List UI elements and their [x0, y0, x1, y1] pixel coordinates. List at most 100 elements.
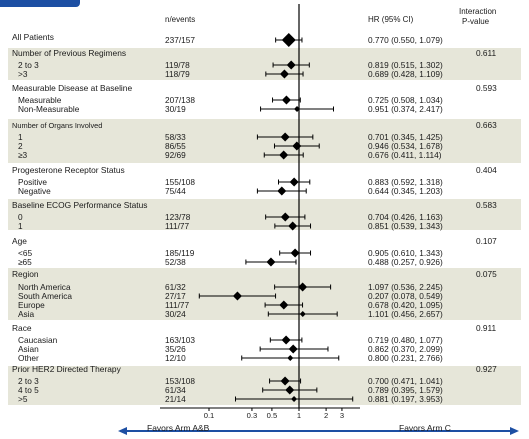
subgroup-label: 2	[18, 141, 23, 151]
events-value: 61/32	[165, 282, 186, 292]
events-value: 118/79	[165, 69, 190, 79]
group-label: Number of Organs Involved	[12, 121, 102, 130]
subgroup-label: ≥65	[18, 257, 32, 267]
group-label: All Patients	[12, 32, 54, 42]
events-value: 111/77	[165, 300, 190, 310]
group-label: Progesterone Receptor Status	[12, 165, 125, 175]
hr-ci-value: 0.946 (0.534, 1.678)	[368, 141, 443, 151]
slide-title-bar	[0, 0, 529, 10]
hr-marker	[279, 300, 289, 310]
x-tick-label: 0.1	[204, 411, 215, 420]
hr-ci-value: 0.689 (0.428, 1.109)	[368, 69, 443, 79]
group-label: Age	[12, 236, 27, 246]
hr-marker	[289, 177, 299, 187]
interaction-pvalue: 0.075	[476, 269, 497, 279]
hr-ci-value: 0.719 (0.480, 1.077)	[368, 335, 443, 345]
hr-ci-value: 0.951 (0.374, 2.417)	[368, 104, 443, 114]
hr-ci-value: 0.789 (0.395, 1.579)	[368, 385, 443, 395]
subgroup-label: >3	[18, 69, 28, 79]
x-tick-label: 1	[297, 411, 301, 420]
events-value: 61/34	[165, 385, 186, 395]
hr-ci-value: 0.207 (0.078, 0.549)	[368, 291, 443, 301]
subgroup-label: Positive	[18, 177, 47, 187]
events-value: 92/69	[165, 150, 186, 160]
header-pvalue-line2: P-value	[462, 17, 490, 26]
events-value: 21/14	[165, 394, 186, 404]
events-value: 111/77	[165, 221, 190, 231]
interaction-pvalue: 0.927	[476, 364, 497, 374]
subgroup-label: Europe	[18, 300, 45, 310]
hr-ci-value: 0.700 (0.471, 1.041)	[368, 376, 443, 386]
subgroup-label: Asian	[18, 344, 39, 354]
events-value: 119/78	[165, 60, 190, 70]
subgroup-label: South America	[18, 291, 72, 301]
group-band	[8, 48, 521, 80]
header-events: n/events	[165, 15, 195, 24]
interaction-pvalue: 0.404	[476, 165, 497, 175]
events-value: 123/78	[165, 212, 191, 222]
subgroup-label: 2 to 3	[18, 60, 39, 70]
hr-marker	[281, 335, 291, 345]
events-value: 30/24	[165, 309, 186, 319]
hr-marker	[279, 150, 289, 160]
hr-marker	[288, 221, 298, 231]
hr-ci-value: 0.701 (0.345, 1.425)	[368, 132, 443, 142]
hr-marker	[279, 69, 289, 79]
hr-marker	[281, 95, 291, 105]
hr-ci-value: 0.881 (0.197, 3.953)	[368, 394, 443, 404]
subgroup-label: 1	[18, 221, 23, 231]
hr-ci-value: 0.488 (0.257, 0.926)	[368, 257, 443, 267]
events-value: 207/138	[165, 95, 195, 105]
hr-ci-value: 0.883 (0.592, 1.318)	[368, 177, 443, 187]
x-tick-label: 0.5	[267, 411, 278, 420]
interaction-pvalue: 0.107	[476, 236, 497, 246]
events-value: 75/44	[165, 186, 186, 196]
group-label: Region	[12, 269, 39, 279]
x-tick-label: 2	[324, 411, 328, 420]
events-value: 30/19	[165, 104, 186, 114]
hr-marker	[291, 396, 298, 402]
hr-ci-value: 0.725 (0.508, 1.034)	[368, 95, 443, 105]
hr-marker	[288, 344, 298, 354]
hr-marker	[280, 212, 290, 222]
hr-ci-value: 0.770 (0.550, 1.079)	[368, 35, 443, 45]
events-value: 52/38	[165, 257, 186, 267]
group-label: Race	[12, 323, 32, 333]
hr-ci-value: 1.097 (0.536, 2.245)	[368, 282, 443, 292]
hr-marker	[298, 282, 308, 292]
hr-ci-value: 0.704 (0.426, 1.163)	[368, 212, 443, 222]
subgroup-label: <65	[18, 248, 32, 258]
group-label: Measurable Disease at Baseline	[12, 83, 132, 93]
hr-marker	[286, 60, 296, 70]
hr-ci-value: 0.819 (0.515, 1.302)	[368, 60, 443, 70]
events-value: 163/103	[165, 335, 195, 345]
subgroup-label: >5	[18, 394, 28, 404]
events-value: 86/55	[165, 141, 186, 151]
x-tick-label: 0.3	[247, 411, 258, 420]
hr-marker	[277, 186, 287, 196]
events-value: 237/157	[165, 35, 195, 45]
subgroup-label: Measurable	[18, 95, 62, 105]
hr-marker	[281, 33, 296, 47]
subgroup-label: Asia	[18, 309, 35, 319]
subgroup-label: ≥3	[18, 150, 28, 160]
subgroup-label: Negative	[18, 186, 51, 196]
subgroup-label: Non-Measurable	[18, 104, 80, 114]
header-pvalue-line1: Interaction	[459, 7, 496, 16]
group-label: Baseline ECOG Performance Status	[12, 200, 147, 210]
hr-ci-value: 0.851 (0.539, 1.343)	[368, 221, 443, 231]
hr-ci-value: 0.676 (0.411, 1.114)	[368, 150, 442, 160]
events-value: 12/10	[165, 353, 186, 363]
x-tick-label: 3	[340, 411, 344, 420]
hr-marker	[299, 311, 306, 317]
interaction-pvalue: 0.611	[476, 48, 497, 58]
subgroup-label: 4 to 5	[18, 385, 39, 395]
hr-ci-value: 0.905 (0.610, 1.343)	[368, 248, 443, 258]
hr-marker	[290, 248, 300, 258]
events-value: 155/108	[165, 177, 195, 187]
events-value: 35/26	[165, 344, 186, 354]
favors-left-label: Favors Arm A&B	[147, 423, 210, 433]
interaction-pvalue: 0.593	[476, 83, 497, 93]
